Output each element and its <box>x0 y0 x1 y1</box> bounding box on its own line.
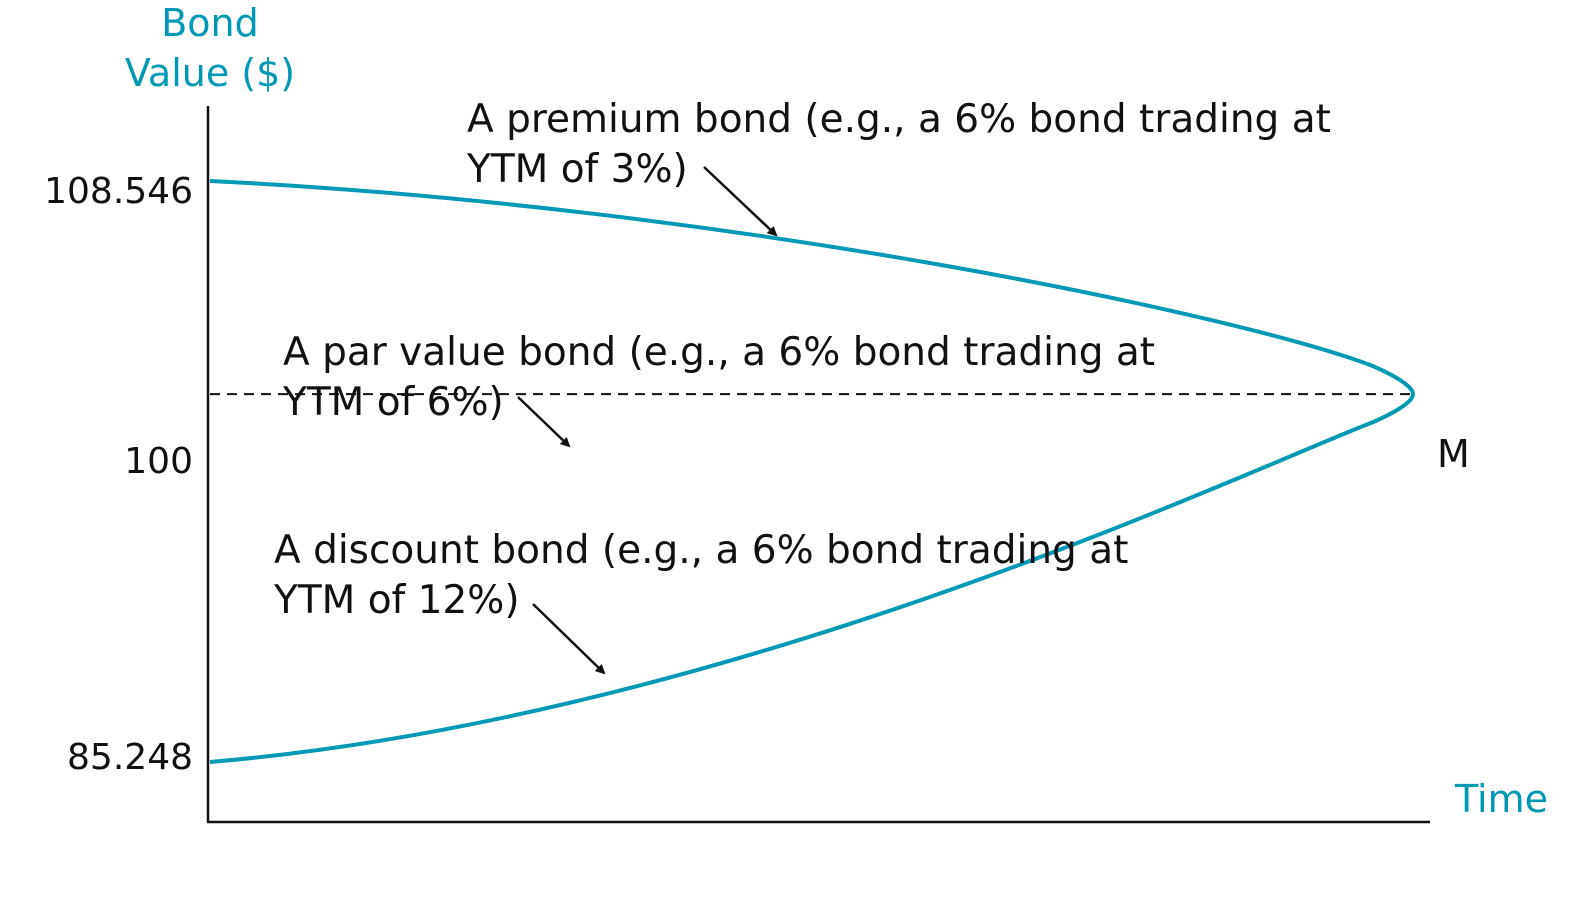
maturity-label: M <box>1437 432 1470 476</box>
discount-annotation-arrow <box>532 603 606 675</box>
y-axis-title-line-2: Value ($) <box>125 51 295 95</box>
x-axis-title: Time <box>1454 777 1548 821</box>
discount-annotation-line-2: YTM of 12%) <box>273 578 520 623</box>
par-annotation-arrow <box>517 396 571 448</box>
discount-annotation-line-1: A discount bond (e.g., a 6% bond trading… <box>274 528 1128 573</box>
par-annotation-line-1: A par value bond (e.g., a 6% bond tradin… <box>283 330 1155 375</box>
par-annotation-line-2: YTM of 6%) <box>282 380 504 425</box>
y-tick-label-premium: 108.546 <box>44 171 193 212</box>
discount-bond-line <box>209 393 1415 764</box>
y-tick-label-discount: 85.248 <box>67 737 193 778</box>
premium-bond-line <box>209 179 1415 395</box>
premium-annotation-line-1: A premium bond (e.g., a 6% bond trading … <box>467 97 1331 142</box>
premium-annotation-line-2: YTM of 3%) <box>466 147 688 192</box>
premium-annotation-arrow <box>703 166 778 237</box>
y-axis-title-line-1: Bond <box>161 1 259 45</box>
y-tick-label-par: 100 <box>124 441 193 482</box>
